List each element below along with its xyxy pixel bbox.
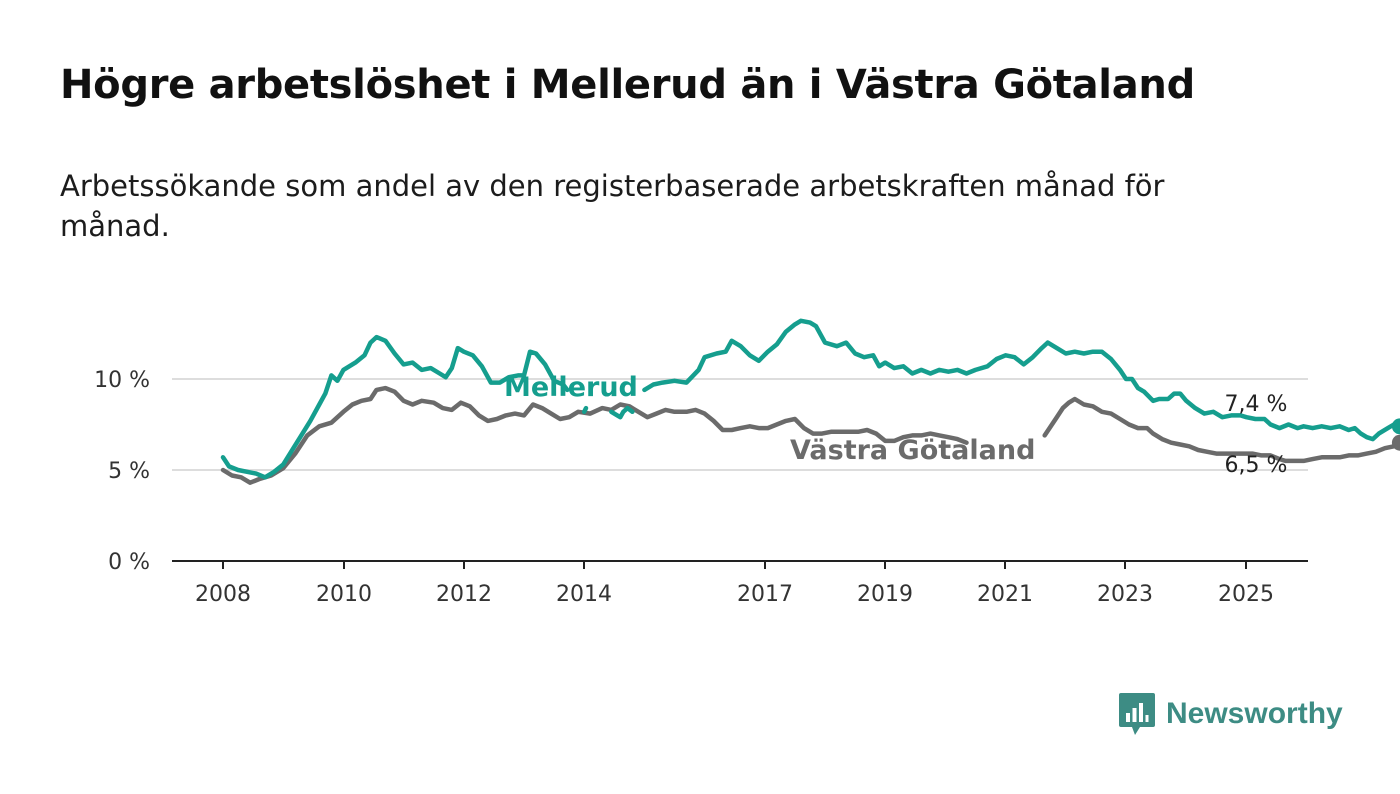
x-tick-label: 2010 [316,582,372,607]
x-tick-label: 2012 [436,582,492,607]
x-tick-label: 2019 [857,582,913,607]
grid-lines: 0 % 5 % 10 % [94,368,1308,575]
end-point-vastra-gotaland [1391,434,1400,451]
series-label-mellerud: Mellerud [504,372,638,403]
series-line-mellerud [609,405,635,420]
chart-title: Högre arbetslöshet i Mellerud än i Västr… [60,62,1195,108]
end-label-vastra-gotaland: 6,5 % [1225,453,1288,478]
x-tick-label: 2025 [1218,582,1274,607]
x-tick-label: 2017 [737,582,793,607]
y-tick-label: 5 % [108,459,150,484]
series-line-mellerud [642,318,1400,442]
series-line-mellerud [581,405,589,415]
newsworthy-logo-icon [1119,693,1155,735]
series-label-vastra-gotaland: Västra Götaland [790,435,1035,466]
x-axis: 2008 2010 2012 2014 2017 2019 2021 2023 2025 [172,560,1308,607]
chart-subtitle: Arbetssökande som andel av den registerb… [60,169,1165,243]
series-labels: Mellerud Västra Götaland 7,4 % 6,5 % [504,372,1287,478]
x-tick-label: 2014 [556,582,612,607]
end-point-mellerud [1391,418,1400,435]
y-tick-label: 10 % [94,368,150,393]
series-lines [220,318,1400,485]
end-label-mellerud: 7,4 % [1225,392,1288,417]
y-tick-label: 0 % [108,550,150,575]
series-line-vastra-gotaland [220,385,969,485]
x-tick-label: 2023 [1097,582,1153,607]
x-tick-label: 2021 [977,582,1033,607]
x-tick-label: 2008 [195,582,251,607]
series-line-vastra-gotaland [1042,396,1400,464]
series-line-mellerud [220,334,570,480]
newsworthy-brand[interactable]: Newsworthy [1118,690,1343,738]
brand-name: Newsworthy [1166,697,1343,730]
